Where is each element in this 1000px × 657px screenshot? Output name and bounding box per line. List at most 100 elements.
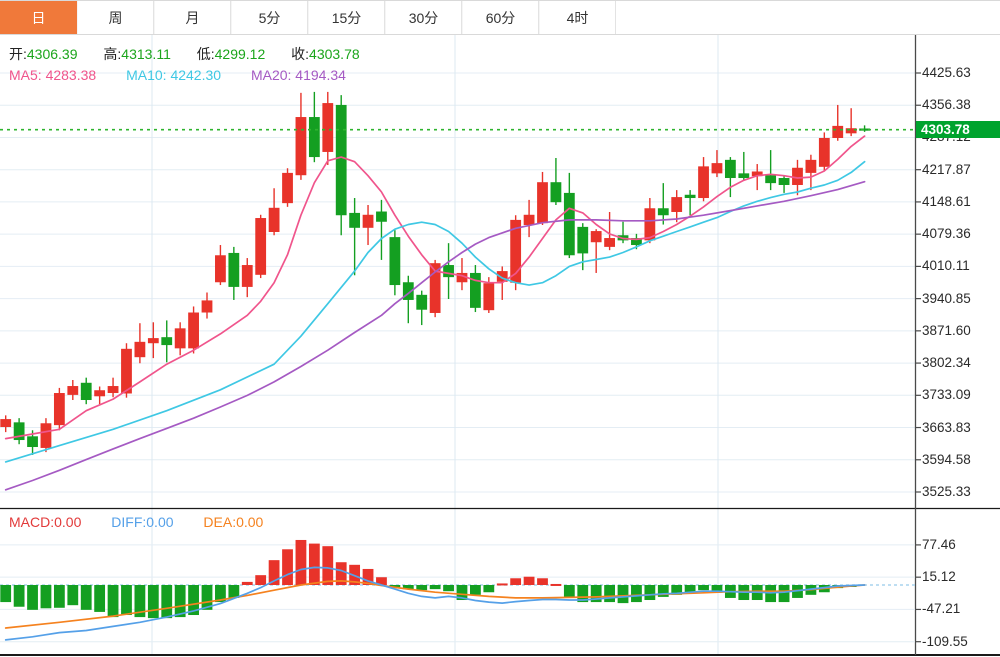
macd-histogram-bar xyxy=(53,585,65,608)
macd-histogram-bar xyxy=(107,585,119,618)
macd-histogram-bar xyxy=(376,577,387,585)
candle-body xyxy=(188,312,199,349)
candle-body xyxy=(792,167,803,185)
candle-body xyxy=(402,282,414,300)
macd-histogram-bar xyxy=(778,585,790,603)
macd-histogram-bar xyxy=(147,585,159,619)
candle-body xyxy=(389,237,401,286)
ma10-value: 4242.30 xyxy=(170,67,222,83)
price-tick-label: 3802.34 xyxy=(922,355,971,371)
price-tick-label: 3663.83 xyxy=(922,419,971,435)
macd-histogram-bar xyxy=(362,568,374,585)
candle-body xyxy=(711,163,723,174)
macd-histogram-bar xyxy=(604,585,615,603)
candle-body xyxy=(308,117,320,158)
dea-line xyxy=(4,580,866,629)
ma10-line xyxy=(4,160,866,463)
candle-body xyxy=(121,348,132,394)
candle-body xyxy=(483,283,495,311)
candle-body xyxy=(563,192,575,256)
diff-line xyxy=(4,566,866,641)
candle-body xyxy=(671,197,683,212)
macd-histogram-bar xyxy=(563,585,575,598)
candle-body xyxy=(456,272,468,283)
macd-histogram-bar xyxy=(671,585,683,595)
dea-label: DEA: xyxy=(203,514,237,530)
macd-histogram-bar xyxy=(94,585,106,612)
low-value: 4299.12 xyxy=(214,46,266,62)
ohlc-readout: 开:4306.39 高:4313.11 低:4299.12 收:4303.78 xyxy=(9,44,382,64)
candle-body xyxy=(40,423,52,448)
macd-histogram-bar xyxy=(121,585,132,616)
tab-period-7[interactable]: 4时 xyxy=(539,1,616,34)
candle-body xyxy=(604,238,615,247)
ma20-value: 4194.34 xyxy=(295,67,346,83)
tab-period-3[interactable]: 5分 xyxy=(231,1,308,34)
close-value: 4303.78 xyxy=(309,46,360,62)
candle-body xyxy=(67,386,79,395)
macd-histogram-bar xyxy=(429,585,441,590)
candle-body xyxy=(724,159,736,179)
tab-period-0[interactable]: 日 xyxy=(0,1,77,34)
tab-period-6[interactable]: 60分 xyxy=(462,1,539,34)
low-label: 低: xyxy=(196,46,215,62)
candle-body xyxy=(53,393,65,426)
macd-histogram-bar xyxy=(443,585,454,592)
macd-histogram-bar xyxy=(40,585,52,609)
macd-histogram-bar xyxy=(644,585,656,601)
macd-histogram-bar xyxy=(67,585,79,606)
candle-body xyxy=(698,166,709,199)
candle-body xyxy=(13,422,25,441)
candle-body xyxy=(107,386,119,394)
candle-body xyxy=(523,214,535,226)
last-price-tag: 4303.78 xyxy=(916,121,1000,138)
candle-body xyxy=(349,212,361,228)
candle-body xyxy=(0,419,12,427)
macd-histogram-bar xyxy=(80,585,92,610)
macd-histogram-bar xyxy=(161,585,173,619)
tab-period-2[interactable]: 月 xyxy=(154,1,231,34)
candle-body xyxy=(335,104,347,216)
macd-histogram-bar xyxy=(416,585,428,591)
macd-histogram-bar xyxy=(684,585,696,593)
diff-value: 0.00 xyxy=(146,514,174,530)
candle-body xyxy=(295,117,307,176)
price-tick-label: 3525.33 xyxy=(922,484,971,499)
macd-histogram-bar xyxy=(215,585,226,603)
macd-histogram-bar xyxy=(188,585,199,616)
candle-body xyxy=(27,436,38,448)
candle-body xyxy=(268,207,280,232)
candle-body xyxy=(496,271,508,282)
macd-histogram-bar xyxy=(389,585,401,588)
candle-body xyxy=(147,338,159,344)
macd-histogram-bar xyxy=(496,583,508,586)
macd-histogram-bar xyxy=(577,585,589,603)
price-tick-label: 3871.60 xyxy=(922,322,971,338)
macd-histogram-bar xyxy=(228,585,240,598)
price-tick-label: 3594.58 xyxy=(922,451,971,467)
macd-histogram-bar xyxy=(268,560,280,585)
ma5-line xyxy=(4,135,866,440)
candle-body xyxy=(94,390,106,397)
candle-body xyxy=(362,214,374,228)
macd-histogram-bar xyxy=(322,546,334,585)
period-tabbar: 日周月 5分 15分 30分 60分 4时 xyxy=(0,0,1000,35)
price-tick-label: 4148.61 xyxy=(922,193,971,209)
candle-body xyxy=(322,103,334,152)
macd-histogram-bar xyxy=(483,585,495,593)
macd-histogram-bar xyxy=(308,543,320,585)
candle-body xyxy=(765,175,777,184)
candle-body xyxy=(282,172,293,204)
diff-label: DIFF: xyxy=(111,514,147,530)
macd-histogram-bar xyxy=(134,585,146,618)
tab-period-5[interactable]: 30分 xyxy=(385,1,462,34)
macd-readout: MACD:0.00 DIFF:0.00 DEA:0.00 xyxy=(9,514,263,530)
tab-period-1[interactable]: 周 xyxy=(77,1,154,34)
candle-body xyxy=(174,328,186,349)
tab-period-4[interactable]: 15分 xyxy=(308,1,385,34)
macd-histogram-bar xyxy=(295,539,307,585)
high-value: 4313.11 xyxy=(121,46,171,62)
macd-histogram-bar xyxy=(523,576,535,585)
